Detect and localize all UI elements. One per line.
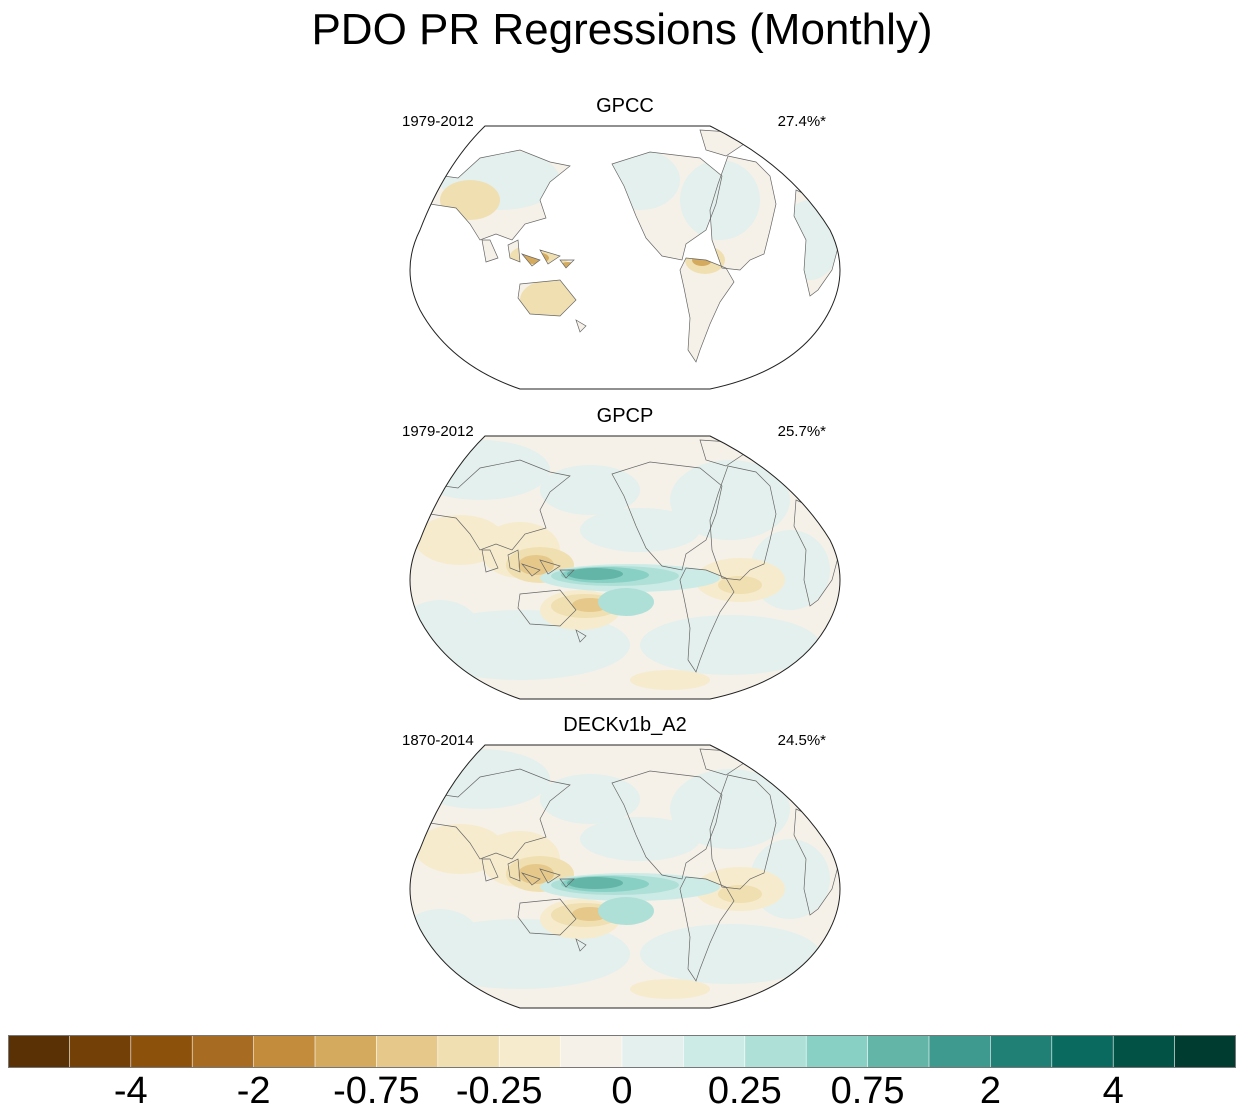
precip-anomaly-dry (718, 576, 762, 594)
map-outline (409, 744, 841, 1009)
colorbar-tick-label: 0.75 (830, 1070, 905, 1112)
colorbar (8, 1035, 1236, 1068)
coastline (679, 567, 735, 673)
colorbar-swatch (130, 1035, 194, 1068)
panel-gpcp: GPCP 1979-2012 25.7%* (390, 404, 860, 704)
coastline (517, 898, 577, 936)
colorbar-swatch (744, 1035, 807, 1068)
coastline (507, 549, 521, 573)
coastline (611, 770, 723, 880)
colorbar-swatch (928, 1035, 992, 1068)
colorbar-tick-label: 4 (1102, 1070, 1124, 1112)
coastline (481, 549, 499, 573)
precip-anomaly-wet (598, 588, 654, 616)
panel-gpcc: GPCC 1979-2012 27.4%* (390, 94, 860, 394)
precip-anomaly-wet (598, 897, 654, 925)
coastline (679, 876, 735, 982)
precip-anomaly-wet-light (540, 465, 640, 515)
colorbar-swatch (621, 1035, 685, 1068)
colorbar-swatch (498, 1035, 562, 1068)
figure-title: PDO PR Regressions (Monthly) (311, 5, 933, 54)
coastline (575, 938, 587, 952)
coastline (520, 868, 575, 888)
panel-deckv1b-a2: DECKv1b_A2 1870-2014 24.5%* (390, 713, 860, 1013)
map-gpcp (409, 435, 841, 700)
colorbar-swatch (376, 1035, 439, 1068)
coastline (507, 858, 521, 882)
map-gpcc (409, 125, 841, 390)
panel-period: 1979-2012 (402, 423, 474, 440)
colorbar-tick-label: 2 (979, 1070, 1001, 1112)
panel-variance: 27.4%* (777, 113, 826, 130)
colorbar-swatch (1174, 1035, 1236, 1068)
precip-anomaly-wet-light (680, 160, 760, 240)
colorbar-swatch (560, 1035, 623, 1068)
colorbar-swatch (1051, 1035, 1115, 1068)
coastline (520, 559, 575, 579)
precip-anomaly-wet-light (670, 460, 790, 540)
precip-anomaly-wet-light (410, 600, 480, 660)
panel-period: 1870-2014 (402, 732, 474, 749)
colorbar-tick-label: 0.25 (707, 1070, 782, 1112)
precip-anomaly-dry-light (630, 670, 710, 690)
coastline (520, 249, 575, 269)
coastline (517, 589, 577, 627)
coastline (709, 155, 777, 271)
colorbar-tick-label: 0 (611, 1070, 633, 1112)
colorbar-tick-label: -2 (236, 1070, 271, 1112)
precip-anomaly-dry-light (630, 979, 710, 999)
colorbar-tick-label: -0.25 (455, 1070, 543, 1112)
colorbar-swatch (191, 1035, 255, 1068)
coastline (679, 257, 735, 363)
coastline (481, 858, 499, 882)
coastline (709, 774, 777, 890)
colorbar-swatch (253, 1035, 316, 1068)
panel-period: 1979-2012 (402, 113, 474, 130)
colorbar-swatch (8, 1035, 71, 1068)
colorbar-swatch (683, 1035, 746, 1068)
map-deckv1b-a2 (409, 744, 841, 1009)
precip-anomaly-wet-light (410, 440, 550, 500)
precip-anomaly-wet-light (640, 924, 820, 984)
panel-variance: 24.5%* (777, 732, 826, 749)
precip-anomaly-dry (518, 555, 554, 575)
colorbar-swatch (69, 1035, 132, 1068)
coastline (517, 279, 577, 317)
coastline (611, 461, 723, 571)
coastline (575, 319, 587, 333)
precip-anomaly-wet-strong (567, 877, 623, 889)
precip-anomaly-wet-light (410, 909, 480, 969)
colorbar-tick-label: -4 (113, 1070, 148, 1112)
colorbar-swatch (314, 1035, 378, 1068)
colorbar-swatch (805, 1035, 869, 1068)
colorbar-swatch (1112, 1035, 1176, 1068)
precip-anomaly-wet-light (640, 615, 820, 675)
colorbar-tick-label: -0.75 (333, 1070, 420, 1112)
coastline (481, 239, 499, 263)
panel-title: GPCC (596, 95, 654, 117)
precip-anomaly-dry (718, 885, 762, 903)
map-outline (409, 435, 841, 700)
colorbar-swatch (990, 1035, 1053, 1068)
coastline (611, 151, 723, 261)
colorbar-swatch (867, 1035, 930, 1068)
coastline (575, 629, 587, 643)
coastline (709, 465, 777, 581)
map-outline (409, 125, 841, 390)
colorbar-swatch (437, 1035, 500, 1068)
precip-anomaly-wet-light (580, 508, 700, 552)
colorbar-labels: -4 -2 -0.75 -0.25 0 0.25 0.75 2 4 (0, 1068, 1244, 1116)
precip-anomaly-wet-light (670, 769, 790, 849)
panel-variance: 25.7%* (777, 423, 826, 440)
precip-anomaly-wet-light (580, 817, 700, 861)
precip-anomaly-wet-strong (567, 568, 623, 580)
panel-title: GPCP (596, 405, 654, 427)
precip-anomaly-dry (518, 864, 554, 884)
panel-title: DECKv1b_A2 (563, 714, 687, 736)
precip-anomaly-dry (520, 280, 580, 320)
precip-anomaly-wet-light (540, 774, 640, 824)
precip-anomaly-wet-light (410, 749, 550, 809)
coastline (507, 239, 521, 263)
